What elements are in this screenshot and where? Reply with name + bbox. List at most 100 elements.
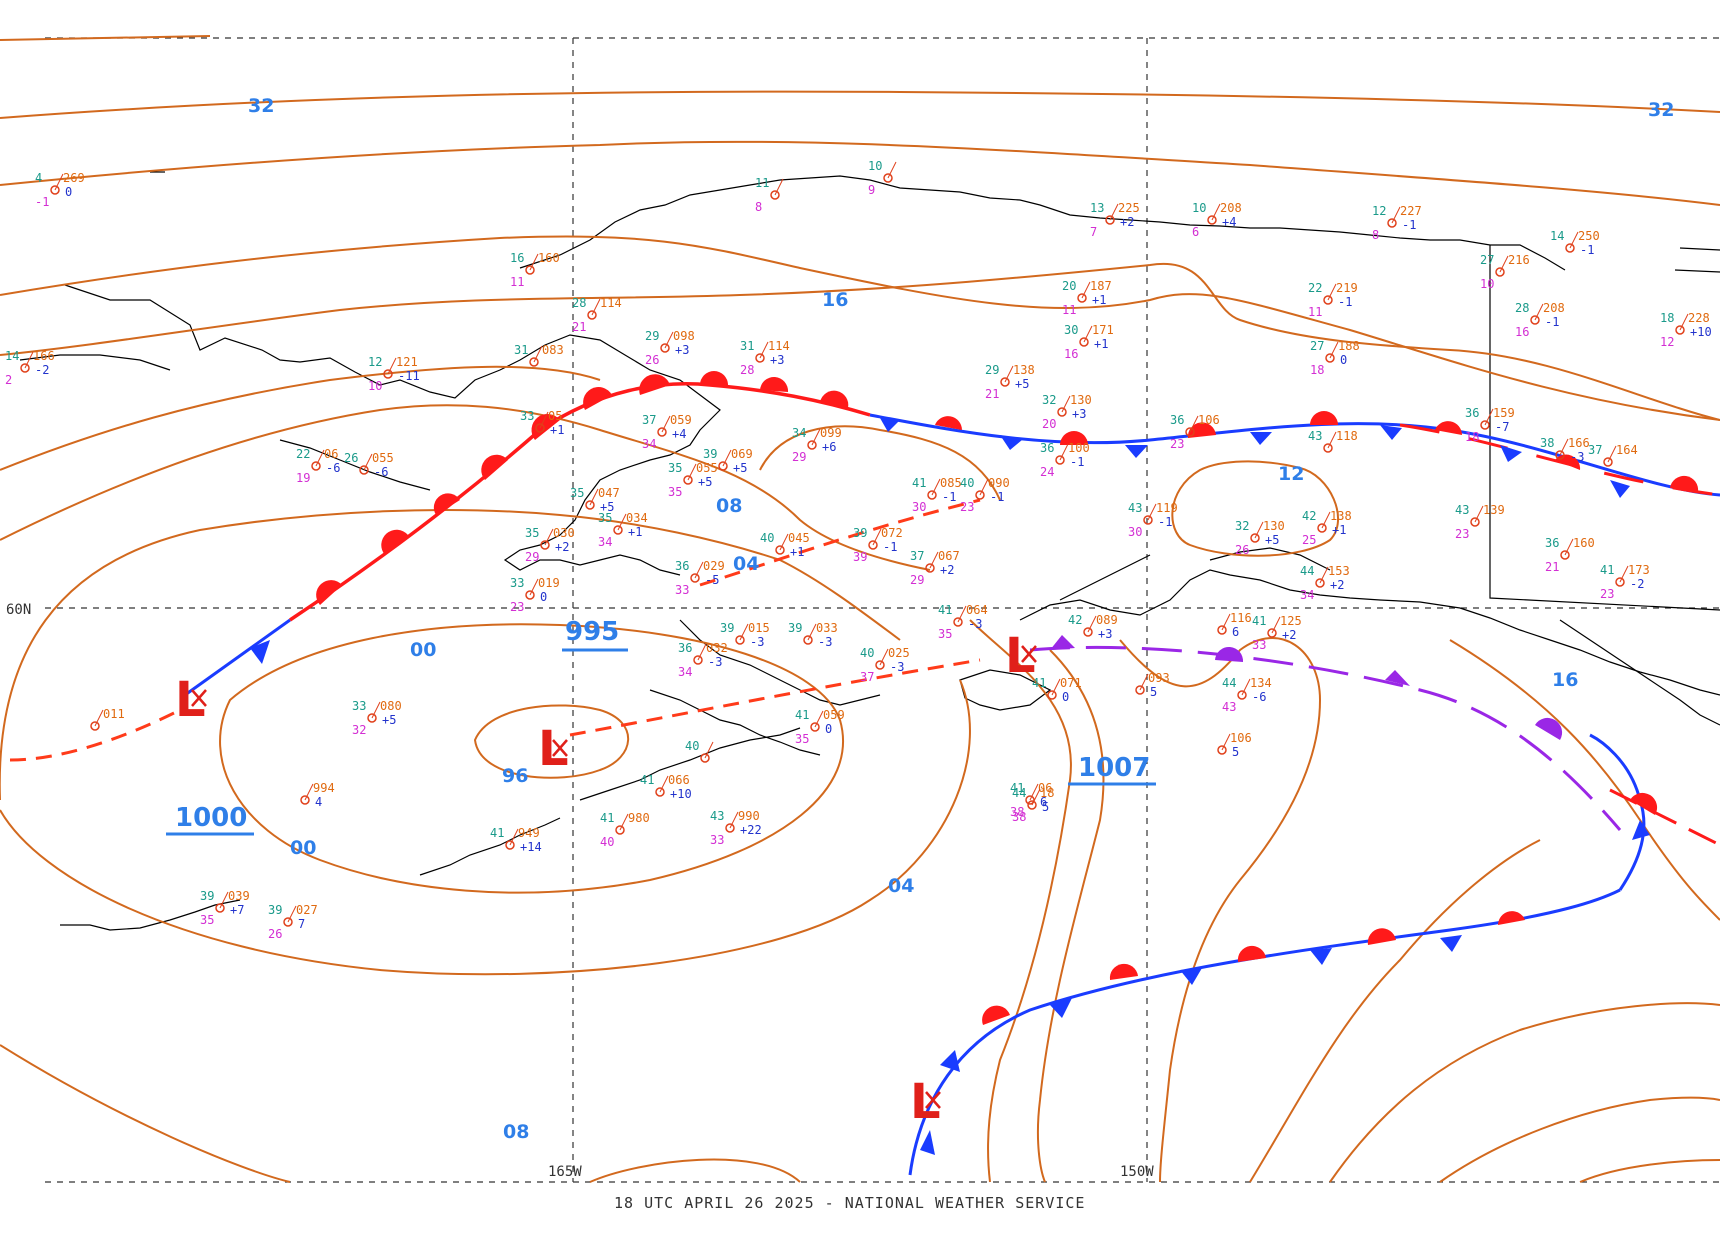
station-temperature: 40 [685, 739, 699, 753]
station-dewpoint: 19 [296, 471, 310, 485]
wind-barb [1211, 203, 1221, 221]
station-pressure: 134 [1250, 676, 1272, 690]
station-temperature: 41 [912, 476, 926, 490]
station-pressure-change: +4 [672, 427, 686, 441]
station-circle [1135, 685, 1145, 695]
station-plot: 011 [90, 707, 125, 731]
station-plot: 11 8 [755, 176, 784, 214]
station-pressure: 138 [1330, 509, 1352, 523]
station-temperature: 30 [1064, 323, 1078, 337]
station-temperature: 44 [1012, 786, 1026, 800]
wind-barb [1619, 565, 1629, 583]
wind-barb [1534, 303, 1544, 321]
lon-label-165w: 165W [548, 1164, 582, 1180]
station-circle [810, 722, 820, 732]
station-pressure-change: -6 [326, 461, 340, 475]
station-pressure-change: -11 [398, 369, 420, 383]
station-pressure: 160 [1573, 536, 1595, 550]
station-pressure-change: +2 [940, 563, 954, 577]
lon-label-150w: 150W [1120, 1164, 1154, 1180]
station-circle [868, 540, 878, 550]
station-dewpoint: 34 [642, 437, 656, 451]
station-temperature: 38 [1540, 436, 1554, 450]
station-dewpoint: 23 [1600, 587, 1614, 601]
station-plot: 36 032 34 -3 [678, 641, 728, 679]
station-temperature: 18 [1660, 311, 1674, 325]
station-dewpoint: 21 [572, 320, 586, 334]
station-pressure: 153 [1328, 564, 1350, 578]
station-pressure: 090 [988, 476, 1010, 490]
wind-barb [1087, 615, 1097, 633]
station-temperature: 13 [1090, 201, 1104, 215]
station-pressure: 025 [888, 646, 910, 660]
station-dewpoint: 6 [1192, 225, 1199, 239]
station-circle [1470, 517, 1480, 527]
wind-barb [661, 415, 671, 433]
station-dewpoint: 37 [860, 670, 874, 684]
low-center: L [175, 672, 207, 728]
station-temperature: 36 [1170, 413, 1184, 427]
station-temperature: 43 [710, 809, 724, 823]
station-pressure: 119 [1156, 501, 1178, 515]
station-plot: 35 047+5 [570, 486, 620, 514]
wind-barb [729, 811, 739, 829]
wind-barb [694, 561, 704, 579]
station-temperature: 22 [296, 447, 310, 461]
station-pressure-change: -1 [1158, 515, 1172, 529]
station-pressure: 039 [228, 889, 250, 903]
station-pressure: 188 [1338, 339, 1360, 353]
station-plot: 22 219 11 -1 [1308, 281, 1358, 319]
station-plot: 12 121 10 -11 [368, 355, 420, 393]
wind-barb [1083, 325, 1093, 343]
station-dewpoint: 29 [525, 550, 539, 564]
station-pressure: 208 [1543, 301, 1565, 315]
station-pressure: 130 [1263, 519, 1285, 533]
station-pressure: 164 [1616, 443, 1638, 457]
station-pressure: 019 [538, 576, 560, 590]
station-pressure-change: -1 [1580, 243, 1594, 257]
station-pressure-change: +5 [600, 500, 614, 514]
station-dewpoint: 34 [678, 665, 692, 679]
station-dewpoint: 10 [1480, 277, 1494, 291]
wind-barb [1051, 678, 1061, 696]
station-circle [657, 427, 667, 437]
station-circle [1237, 690, 1247, 700]
station-plot: 34 099 29 +6 [792, 426, 842, 464]
station-circle [311, 461, 321, 471]
station-pressure-change: -3 [890, 660, 904, 674]
station-plot: 41 06 38 6 [1010, 781, 1052, 819]
station-circle [359, 465, 369, 475]
wind-barb [1139, 673, 1149, 691]
station-circle [883, 173, 893, 183]
station-temperature: 29 [645, 329, 659, 343]
station-plot: 30 171 16 +1 [1064, 323, 1114, 361]
station-plot: 10 9 [868, 159, 897, 197]
station-pressure-change: -7 [1495, 420, 1509, 434]
station-circle [775, 545, 785, 555]
wind-barb [1319, 566, 1329, 584]
station-plot: 38 166-3 [1540, 436, 1590, 464]
pressure-center-value: 1000 [175, 803, 247, 833]
station-pressure-change: 0 [540, 590, 547, 604]
station-temperature: 41 [640, 773, 654, 787]
station-pressure: 173 [1628, 563, 1650, 577]
station-pressure-change: 0 [1062, 690, 1069, 704]
station-pressure-change: -1 [990, 490, 1004, 504]
station-circle [367, 713, 377, 723]
station-pressure-change: +5 [382, 713, 396, 727]
station-circle [690, 573, 700, 583]
station-dewpoint: 26 [645, 353, 659, 367]
station-temperature: 44 [1300, 564, 1314, 578]
station-pressure-change: +1 [1094, 337, 1108, 351]
station-circle [1057, 407, 1067, 417]
station-pressure-change: 5 [1150, 685, 1157, 699]
wind-barb [1564, 538, 1574, 556]
station-pressure-change: 4 [315, 795, 322, 809]
station-circle [1105, 215, 1115, 225]
station-temperature: 33 [510, 576, 524, 590]
station-pressure: 085 [940, 476, 962, 490]
station-pressure: 098 [673, 329, 695, 343]
wind-barb [1221, 733, 1231, 751]
